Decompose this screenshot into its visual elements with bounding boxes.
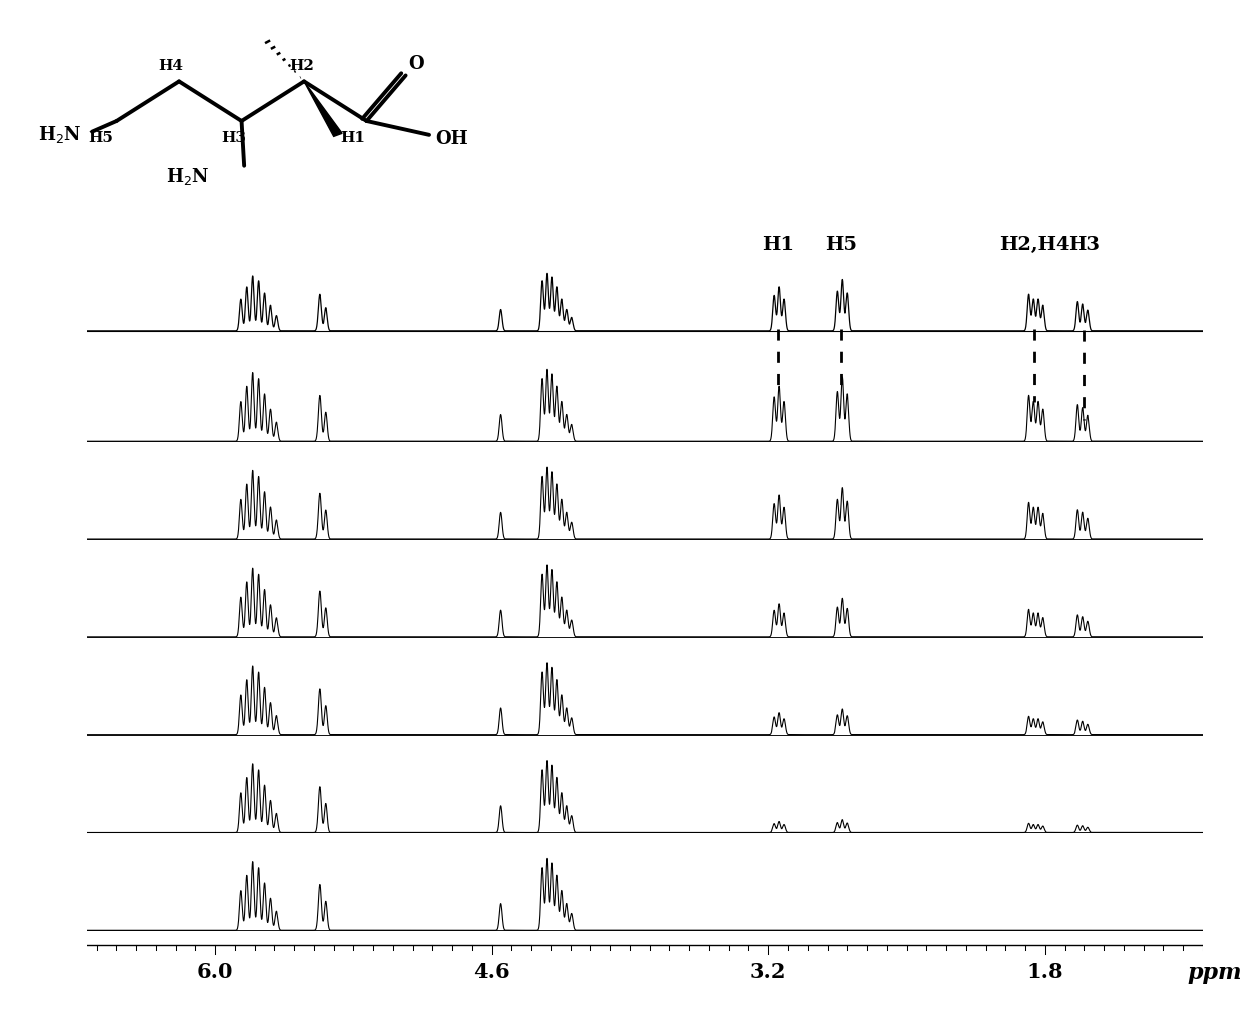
Text: H$_2$N: H$_2$N — [166, 166, 210, 187]
Text: H4: H4 — [159, 59, 184, 73]
Text: H5: H5 — [88, 130, 113, 145]
Text: OH: OH — [435, 129, 467, 148]
Text: 4.6: 4.6 — [474, 962, 510, 983]
Text: O: O — [408, 56, 424, 74]
Text: ppm: ppm — [1187, 962, 1240, 985]
Text: H1: H1 — [340, 131, 365, 145]
Text: 3.2: 3.2 — [750, 962, 786, 983]
Text: 1.8: 1.8 — [1027, 962, 1063, 983]
Text: H5: H5 — [826, 237, 857, 255]
Text: H1: H1 — [763, 237, 794, 255]
Text: H$_2$N: H$_2$N — [38, 124, 82, 146]
Text: 6.0: 6.0 — [197, 962, 233, 983]
Text: H3: H3 — [1069, 237, 1100, 255]
Text: H3: H3 — [221, 130, 247, 145]
Polygon shape — [304, 82, 342, 136]
Text: H2: H2 — [289, 59, 314, 73]
Text: H2,H4: H2,H4 — [998, 237, 1069, 255]
